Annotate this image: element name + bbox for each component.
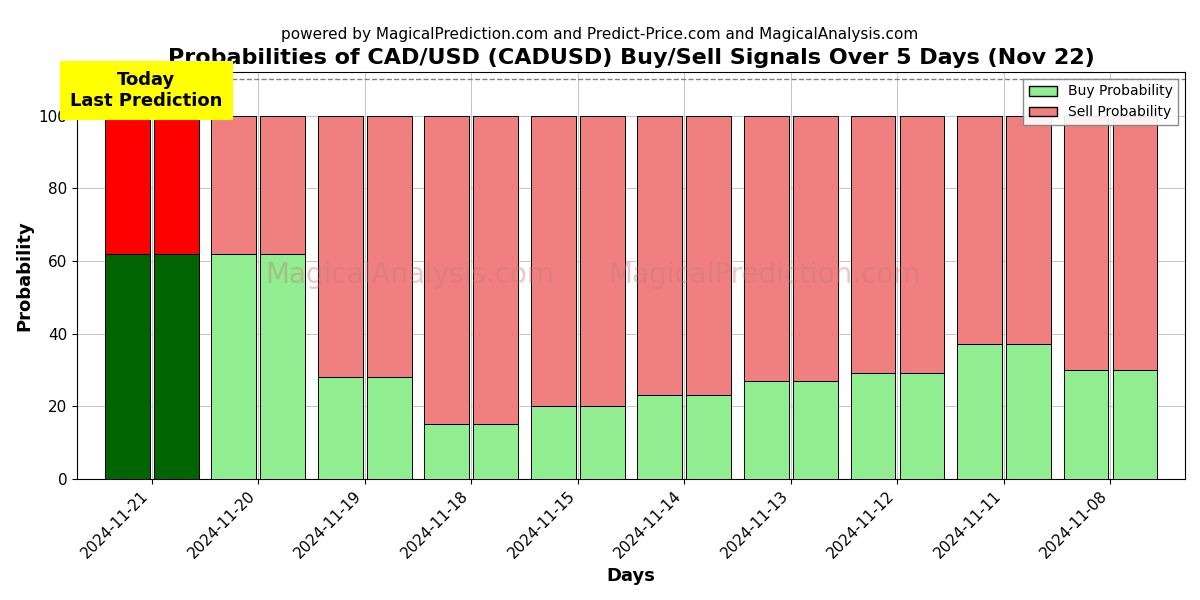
Bar xyxy=(580,406,625,479)
Bar xyxy=(425,116,469,424)
Bar xyxy=(958,344,1002,479)
Bar xyxy=(1112,370,1157,479)
Y-axis label: Probability: Probability xyxy=(14,220,32,331)
Bar xyxy=(318,116,362,377)
Bar xyxy=(530,406,576,479)
Bar xyxy=(154,254,198,479)
Bar xyxy=(744,116,788,381)
Bar xyxy=(318,377,362,479)
Text: powered by MagicalPrediction.com and Predict-Price.com and MagicalAnalysis.com: powered by MagicalPrediction.com and Pre… xyxy=(281,27,919,42)
Bar xyxy=(154,116,198,254)
Bar xyxy=(260,254,305,479)
Bar xyxy=(744,381,788,479)
Title: Probabilities of CAD/USD (CADUSD) Buy/Sell Signals Over 5 Days (Nov 22): Probabilities of CAD/USD (CADUSD) Buy/Se… xyxy=(168,47,1094,68)
Bar xyxy=(580,116,625,406)
Bar xyxy=(686,116,731,395)
Text: Today
Last Prediction: Today Last Prediction xyxy=(71,71,222,110)
Bar xyxy=(900,116,944,373)
Bar xyxy=(1006,116,1051,344)
Bar xyxy=(793,116,838,381)
Bar xyxy=(1006,344,1051,479)
Bar xyxy=(958,116,1002,344)
Bar xyxy=(851,373,895,479)
Bar xyxy=(851,116,895,373)
Bar xyxy=(104,254,150,479)
Bar xyxy=(211,254,256,479)
Bar xyxy=(793,381,838,479)
Text: MagicalPrediction.com: MagicalPrediction.com xyxy=(608,262,920,289)
X-axis label: Days: Days xyxy=(607,567,655,585)
Bar xyxy=(1112,116,1157,370)
Bar xyxy=(1063,116,1109,370)
Bar xyxy=(260,116,305,254)
Bar xyxy=(104,116,150,254)
Bar xyxy=(686,395,731,479)
Bar xyxy=(637,116,683,395)
Bar xyxy=(211,116,256,254)
Bar xyxy=(900,373,944,479)
Bar xyxy=(425,424,469,479)
Bar xyxy=(474,116,518,424)
Legend: Buy Probability, Sell Probability: Buy Probability, Sell Probability xyxy=(1024,79,1178,125)
Text: MagicalAnalysis.com: MagicalAnalysis.com xyxy=(265,262,554,289)
Bar xyxy=(1063,370,1109,479)
Bar xyxy=(367,116,412,377)
Bar xyxy=(367,377,412,479)
Bar xyxy=(530,116,576,406)
Bar xyxy=(474,424,518,479)
Bar xyxy=(637,395,683,479)
